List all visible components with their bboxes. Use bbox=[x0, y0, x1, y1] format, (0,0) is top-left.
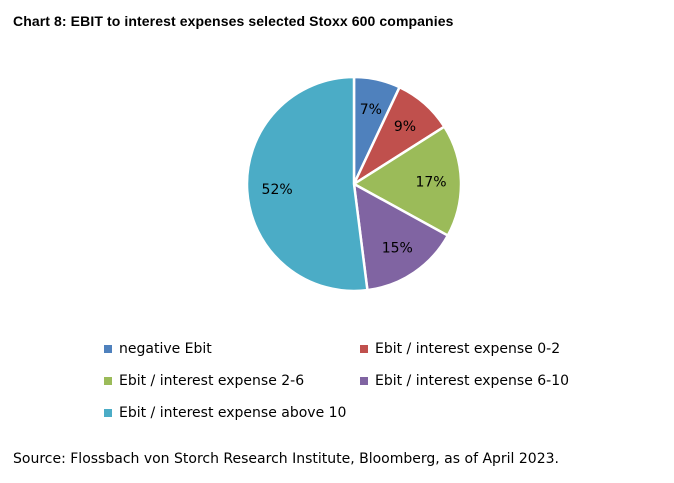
legend-swatch bbox=[360, 377, 368, 385]
legend-item: Ebit / interest expense 6-10 bbox=[360, 373, 569, 389]
legend-item: Ebit / interest expense 2-6 bbox=[104, 373, 304, 389]
legend-swatch bbox=[360, 345, 368, 353]
legend-label: negative Ebit bbox=[119, 341, 212, 357]
legend-swatch bbox=[104, 377, 112, 385]
data-label: 17% bbox=[415, 175, 446, 191]
pie-slice bbox=[351, 124, 463, 238]
legend-label: Ebit / interest expense 2-6 bbox=[119, 373, 305, 389]
legend-item: Ebit / interest expense 0-2 bbox=[360, 341, 560, 357]
data-label: 52% bbox=[262, 182, 293, 198]
legend-item: Ebit / interest expense above 10 bbox=[104, 405, 346, 421]
source-note: Source: Flossbach von Storch Research In… bbox=[13, 451, 559, 467]
data-label: 7% bbox=[360, 102, 382, 118]
legend-label: Ebit / interest expense 0-2 bbox=[375, 341, 561, 357]
data-label: 15% bbox=[382, 241, 413, 257]
pie-slice bbox=[245, 75, 369, 293]
legend-label: Ebit / interest expense above 10 bbox=[119, 405, 347, 421]
pie-slice bbox=[352, 181, 450, 292]
legend-swatch bbox=[104, 345, 112, 353]
legend-label: Ebit / interest expense 6-10 bbox=[375, 373, 570, 389]
chart-title: Chart 8: EBIT to interest expenses selec… bbox=[13, 13, 454, 29]
legend-item: negative Ebit bbox=[104, 341, 212, 357]
legend-swatch bbox=[104, 409, 112, 417]
data-label: 9% bbox=[394, 119, 416, 135]
